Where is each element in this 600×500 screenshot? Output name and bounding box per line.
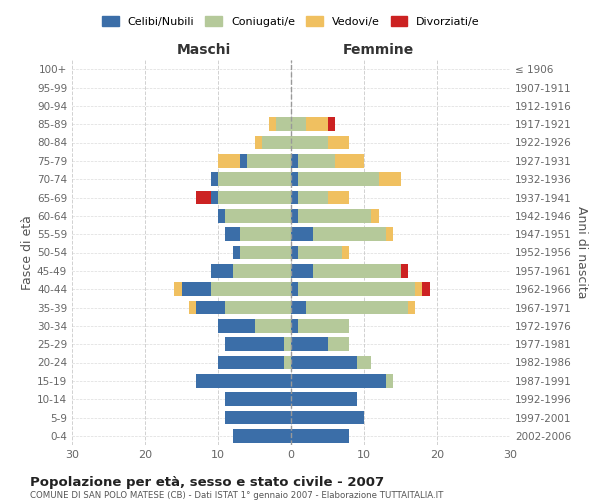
Bar — [291, 228, 313, 241]
Bar — [196, 300, 226, 314]
Bar — [218, 209, 226, 222]
Bar — [328, 338, 349, 351]
Bar — [401, 264, 408, 278]
Bar — [415, 282, 422, 296]
Bar — [291, 300, 305, 314]
Bar — [254, 136, 262, 149]
Bar — [342, 246, 349, 260]
Bar — [291, 356, 356, 370]
Bar — [226, 392, 291, 406]
Y-axis label: Anni di nascita: Anni di nascita — [575, 206, 588, 298]
Bar — [298, 190, 328, 204]
Bar — [240, 246, 291, 260]
Bar — [313, 264, 401, 278]
Bar — [298, 154, 335, 168]
Bar — [226, 410, 291, 424]
Legend: Celibi/Nubili, Coniugati/e, Vedovi/e, Divorziati/e: Celibi/Nubili, Coniugati/e, Vedovi/e, Di… — [98, 12, 484, 32]
Text: COMUNE DI SAN POLO MATESE (CB) - Dati ISTAT 1° gennaio 2007 - Elaborazione TUTTA: COMUNE DI SAN POLO MATESE (CB) - Dati IS… — [30, 491, 443, 500]
Bar — [226, 300, 291, 314]
Bar — [291, 172, 298, 186]
Bar — [291, 429, 349, 442]
Bar — [328, 118, 335, 131]
Bar — [262, 136, 291, 149]
Bar — [211, 190, 218, 204]
Bar — [305, 300, 408, 314]
Bar — [240, 154, 247, 168]
Bar — [226, 228, 240, 241]
Bar — [233, 264, 291, 278]
Bar — [422, 282, 430, 296]
Bar — [291, 319, 298, 332]
Bar — [386, 228, 393, 241]
Bar — [233, 429, 291, 442]
Bar — [233, 246, 240, 260]
Y-axis label: Fasce di età: Fasce di età — [21, 215, 34, 290]
Bar — [298, 172, 379, 186]
Bar — [196, 374, 291, 388]
Bar — [284, 338, 291, 351]
Bar — [269, 118, 277, 131]
Bar — [182, 282, 211, 296]
Bar — [218, 172, 291, 186]
Bar — [218, 319, 254, 332]
Bar — [328, 190, 349, 204]
Bar — [313, 228, 386, 241]
Bar — [284, 356, 291, 370]
Bar — [291, 136, 328, 149]
Bar — [218, 154, 240, 168]
Bar — [189, 300, 196, 314]
Bar — [291, 338, 328, 351]
Text: Maschi: Maschi — [176, 44, 230, 58]
Bar — [379, 172, 401, 186]
Bar — [196, 190, 211, 204]
Bar — [298, 319, 349, 332]
Bar — [291, 392, 356, 406]
Bar — [408, 300, 415, 314]
Bar — [291, 190, 298, 204]
Bar — [211, 282, 291, 296]
Bar — [277, 118, 291, 131]
Bar — [291, 264, 313, 278]
Bar — [240, 228, 291, 241]
Bar — [291, 246, 298, 260]
Bar — [298, 246, 342, 260]
Bar — [291, 154, 298, 168]
Bar — [386, 374, 393, 388]
Text: Popolazione per età, sesso e stato civile - 2007: Popolazione per età, sesso e stato civil… — [30, 476, 384, 489]
Bar — [356, 356, 371, 370]
Bar — [211, 264, 233, 278]
Bar — [218, 190, 291, 204]
Bar — [211, 172, 218, 186]
Bar — [291, 410, 364, 424]
Bar — [335, 154, 364, 168]
Bar — [226, 209, 291, 222]
Bar — [371, 209, 379, 222]
Bar — [291, 209, 298, 222]
Bar — [298, 209, 371, 222]
Bar — [328, 136, 349, 149]
Bar — [254, 319, 291, 332]
Bar — [291, 282, 298, 296]
Bar — [305, 118, 328, 131]
Bar — [298, 282, 415, 296]
Bar — [291, 374, 386, 388]
Bar — [174, 282, 182, 296]
Bar — [226, 338, 284, 351]
Bar — [291, 118, 305, 131]
Bar — [247, 154, 291, 168]
Text: Femmine: Femmine — [343, 44, 414, 58]
Bar — [218, 356, 284, 370]
